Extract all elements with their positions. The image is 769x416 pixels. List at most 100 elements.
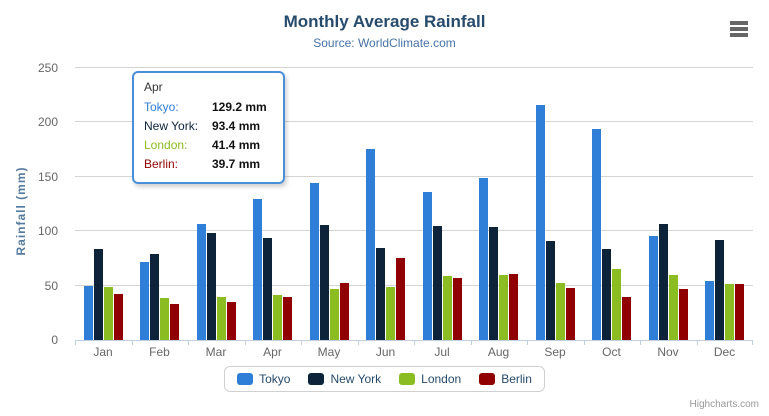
context-menu-icon[interactable]	[730, 21, 748, 37]
bar-berlin-oct[interactable]	[622, 297, 632, 340]
bar-group-oct	[592, 129, 632, 340]
bar-tokyo-dec[interactable]	[705, 281, 715, 340]
bar-berlin-apr[interactable]	[283, 297, 293, 340]
yaxis-label-100: 100	[37, 224, 58, 239]
gridline-100	[75, 230, 753, 232]
bar-london-oct[interactable]	[612, 269, 622, 340]
bar-berlin-jul[interactable]	[452, 278, 462, 340]
bar-london-dec[interactable]	[725, 284, 735, 340]
legend-swatch	[399, 373, 416, 385]
gridline-200	[75, 121, 753, 123]
xaxis-label-aug: Aug	[487, 345, 510, 359]
bar-london-jan[interactable]	[103, 287, 113, 340]
credit-link[interactable]: Highcharts.com	[689, 399, 759, 410]
legend-item-london[interactable]: London	[399, 372, 461, 386]
legend-item-new-york[interactable]: New York	[308, 372, 381, 386]
xaxis-label-mar: Mar	[205, 345, 227, 359]
xaxis-tick	[131, 340, 133, 345]
chart-subtitle: Source: WorldClimate.com	[313, 36, 456, 50]
bar-new-york-mar[interactable]	[206, 233, 216, 340]
xaxis-tick	[640, 340, 641, 345]
bar-berlin-jan[interactable]	[113, 294, 123, 340]
legend-box: Tokyo New York London Berlin	[224, 366, 545, 392]
bar-berlin-aug[interactable]	[509, 274, 519, 340]
yaxis-label-200: 200	[37, 115, 58, 130]
bar-london-apr[interactable]	[273, 295, 283, 340]
bar-tokyo-nov[interactable]	[648, 236, 658, 340]
bar-new-york-dec[interactable]	[715, 240, 725, 340]
bar-london-nov[interactable]	[668, 275, 678, 340]
bar-new-york-feb[interactable]	[150, 254, 160, 340]
tooltip-series-label: Berlin:	[144, 157, 179, 171]
bar-tokyo-sep[interactable]	[535, 105, 545, 340]
bar-new-york-oct[interactable]	[602, 249, 612, 340]
bar-london-may[interactable]	[329, 289, 339, 340]
bar-new-york-aug[interactable]	[489, 227, 499, 340]
plot-area	[75, 67, 753, 345]
bar-berlin-feb[interactable]	[170, 304, 180, 340]
bar-new-york-apr[interactable]	[263, 238, 273, 340]
bar-group-dec	[705, 240, 745, 340]
bar-london-mar[interactable]	[216, 297, 226, 340]
gridline-250	[75, 67, 753, 68]
legend-swatch	[479, 373, 496, 385]
xaxis-tick	[244, 340, 246, 345]
bar-london-feb[interactable]	[160, 298, 170, 340]
bar-london-sep[interactable]	[555, 283, 565, 340]
xaxis-label-feb: Feb	[149, 345, 170, 359]
tooltip-header: Apr	[144, 80, 163, 94]
bar-tokyo-oct[interactable]	[592, 129, 602, 340]
xaxis-label-oct: Oct	[602, 345, 621, 359]
bar-group-jan	[83, 249, 123, 340]
bar-group-apr	[253, 199, 293, 340]
xaxis-label-jul: Jul	[434, 345, 450, 359]
legend-label: Berlin	[501, 372, 532, 386]
bar-berlin-jun[interactable]	[396, 258, 406, 340]
bar-tokyo-jan[interactable]	[83, 286, 93, 340]
bar-tokyo-apr[interactable]	[253, 199, 263, 340]
bar-new-york-jul[interactable]	[432, 226, 442, 340]
bar-new-york-sep[interactable]	[545, 241, 555, 340]
xaxis-tick	[752, 340, 753, 345]
xaxis-label-apr: Apr	[263, 345, 282, 359]
tooltip-row: Tokyo: 129.2 mm	[144, 98, 273, 117]
chart-title: Monthly Average Rainfall	[283, 12, 486, 31]
bar-london-jun[interactable]	[386, 287, 396, 340]
bar-tokyo-aug[interactable]	[479, 178, 489, 340]
xaxis-tick	[301, 340, 302, 345]
bar-berlin-mar[interactable]	[226, 302, 236, 340]
bar-group-may	[309, 183, 349, 340]
legend-label: Tokyo	[259, 372, 291, 386]
bar-london-aug[interactable]	[499, 275, 509, 340]
bar-tokyo-feb[interactable]	[140, 262, 150, 340]
legend-label: London	[421, 372, 462, 386]
bar-tokyo-mar[interactable]	[196, 224, 206, 340]
gridline-50	[75, 284, 753, 286]
xaxis-tick	[583, 340, 585, 345]
burger-bar	[730, 27, 748, 31]
bar-tokyo-jun[interactable]	[366, 149, 376, 340]
bar-tokyo-jul[interactable]	[422, 192, 432, 340]
xaxis-label-sep: Sep	[544, 345, 566, 359]
xaxis-label-nov: Nov	[657, 345, 679, 359]
bar-london-jul[interactable]	[442, 276, 452, 340]
bar-group-jul	[422, 192, 462, 340]
bar-new-york-may[interactable]	[319, 225, 329, 340]
bar-berlin-sep[interactable]	[565, 288, 575, 340]
bar-new-york-jun[interactable]	[376, 248, 386, 340]
burger-bar	[730, 33, 748, 37]
bar-new-york-jan[interactable]	[93, 249, 103, 340]
bar-group-mar	[196, 224, 236, 340]
bar-new-york-nov[interactable]	[658, 224, 668, 340]
yaxis-label-0: 0	[51, 333, 58, 347]
bar-berlin-dec[interactable]	[735, 284, 745, 340]
legend-item-tokyo[interactable]: Tokyo	[237, 372, 290, 386]
bar-tokyo-may[interactable]	[309, 183, 319, 340]
legend-item-berlin[interactable]: Berlin	[479, 372, 532, 386]
yaxis-label-50: 50	[44, 278, 58, 293]
bar-group-jun	[366, 149, 406, 340]
bar-berlin-nov[interactable]	[678, 289, 688, 340]
bar-berlin-may[interactable]	[339, 283, 349, 340]
legend: Tokyo New York London Berlin	[0, 366, 769, 392]
